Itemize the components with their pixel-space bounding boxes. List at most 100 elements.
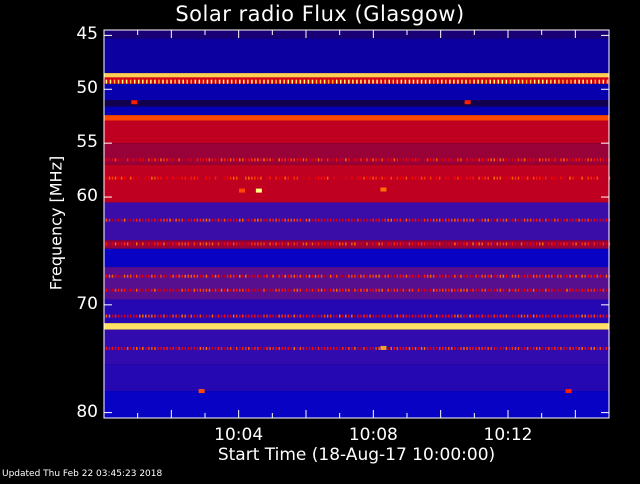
interference-tick bbox=[263, 314, 265, 318]
interference-tick bbox=[302, 346, 305, 350]
interference-tick bbox=[129, 346, 132, 350]
interference-tick bbox=[380, 79, 382, 84]
interference-tick bbox=[378, 242, 380, 246]
interference-tick bbox=[248, 314, 250, 318]
interference-tick bbox=[108, 158, 111, 162]
interference-tick bbox=[423, 242, 426, 246]
interference-tick bbox=[187, 218, 189, 222]
interference-tick bbox=[135, 346, 138, 350]
interference-tick bbox=[520, 176, 523, 180]
interference-tick bbox=[351, 242, 353, 246]
frequency-band-12 bbox=[104, 240, 609, 249]
interference-tick bbox=[562, 79, 564, 84]
interference-tick bbox=[272, 158, 274, 162]
interference-tick bbox=[485, 79, 487, 84]
interference-tick bbox=[269, 176, 271, 180]
interference-tick bbox=[557, 274, 559, 278]
interference-tick bbox=[502, 288, 505, 292]
interference-tick bbox=[372, 288, 374, 292]
interference-tick bbox=[375, 218, 377, 222]
interference-tick bbox=[602, 346, 605, 350]
interference-tick bbox=[460, 346, 462, 350]
interference-tick bbox=[278, 274, 280, 278]
interference-tick bbox=[466, 346, 468, 350]
interference-tick bbox=[384, 218, 386, 222]
interference-tick bbox=[290, 274, 293, 278]
interference-tick bbox=[381, 158, 383, 162]
interference-tick bbox=[184, 158, 186, 162]
burst-5 bbox=[565, 389, 572, 394]
interference-tick bbox=[251, 218, 253, 222]
interference-tick bbox=[451, 242, 453, 246]
interference-tick bbox=[517, 346, 520, 350]
interference-tick bbox=[205, 274, 208, 278]
interference-tick bbox=[469, 218, 471, 222]
interference-tick bbox=[375, 346, 377, 350]
interference-tick bbox=[214, 288, 217, 292]
interference-tick bbox=[605, 158, 608, 162]
interference-tick bbox=[405, 314, 408, 318]
interference-tick bbox=[345, 314, 347, 318]
interference-tick bbox=[111, 242, 114, 246]
interference-tick bbox=[345, 242, 347, 246]
interference-tick bbox=[132, 314, 135, 318]
interference-tick bbox=[105, 79, 108, 84]
interference-tick bbox=[132, 346, 135, 350]
interference-tick bbox=[423, 314, 426, 318]
interference-tick bbox=[594, 79, 597, 84]
interference-tick bbox=[575, 274, 577, 278]
interference-tick bbox=[399, 274, 402, 278]
interference-tick bbox=[548, 346, 550, 350]
interference-tick bbox=[126, 176, 129, 180]
interference-tick bbox=[566, 314, 568, 318]
interference-tick bbox=[314, 242, 317, 246]
interference-tick bbox=[281, 274, 283, 278]
interference-tick bbox=[117, 176, 120, 180]
interference-tick bbox=[542, 314, 544, 318]
interference-tick bbox=[166, 176, 168, 180]
interference-tick bbox=[223, 158, 226, 162]
interference-tick bbox=[211, 288, 214, 292]
interference-tick bbox=[469, 158, 471, 162]
interference-tick bbox=[442, 274, 444, 278]
interference-tick bbox=[226, 314, 229, 318]
interference-tick bbox=[575, 158, 577, 162]
interference-tick bbox=[126, 288, 129, 292]
interference-tick bbox=[575, 346, 577, 350]
interference-tick bbox=[126, 346, 129, 350]
interference-tick bbox=[222, 79, 225, 84]
interference-tick bbox=[132, 274, 135, 278]
interference-tick bbox=[199, 274, 202, 278]
interference-tick bbox=[266, 288, 268, 292]
interference-tick bbox=[311, 314, 314, 318]
interference-tick bbox=[293, 346, 296, 350]
interference-tick bbox=[111, 274, 114, 278]
interference-tick bbox=[139, 158, 141, 162]
interference-tick bbox=[232, 346, 235, 350]
interference-tick bbox=[220, 314, 223, 318]
interference-tick bbox=[163, 176, 165, 180]
interference-tick bbox=[448, 176, 450, 180]
interference-tick bbox=[214, 158, 217, 162]
interference-tick bbox=[563, 274, 565, 278]
interference-tick bbox=[348, 274, 350, 278]
interference-tick bbox=[193, 346, 196, 350]
interference-tick bbox=[529, 79, 532, 84]
interference-tick bbox=[272, 218, 274, 222]
interference-tick bbox=[214, 314, 217, 318]
interference-tick bbox=[260, 288, 262, 292]
interference-tick bbox=[220, 158, 223, 162]
interference-tick bbox=[150, 79, 152, 84]
interference-tick bbox=[489, 79, 491, 84]
interference-tick bbox=[308, 346, 311, 350]
interference-tick bbox=[496, 176, 499, 180]
interference-tick bbox=[111, 218, 114, 222]
interference-tick bbox=[257, 242, 259, 246]
interference-tick bbox=[178, 274, 180, 278]
interference-tick bbox=[472, 288, 474, 292]
interference-tick bbox=[578, 288, 580, 292]
interference-tick bbox=[460, 176, 462, 180]
interference-tick bbox=[251, 288, 253, 292]
interference-tick bbox=[105, 176, 108, 180]
interference-tick bbox=[432, 79, 435, 84]
